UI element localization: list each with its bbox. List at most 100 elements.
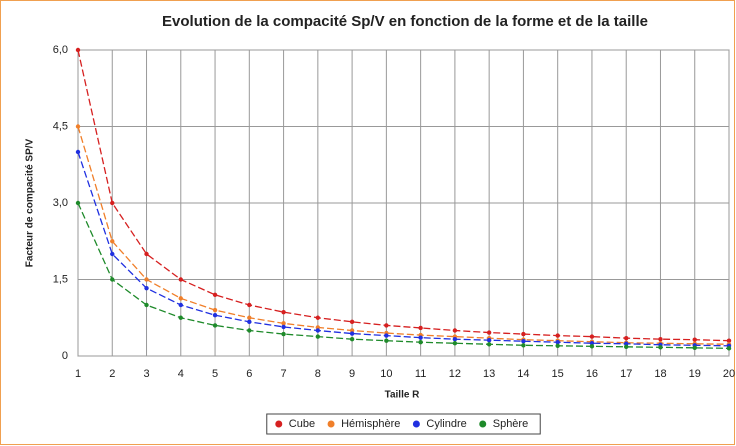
- data-point: [726, 346, 732, 351]
- data-point: [589, 341, 595, 346]
- series-line: [77, 126, 730, 345]
- data-point: [247, 328, 252, 333]
- legend-label: Sphère: [493, 418, 528, 430]
- data-point: [281, 309, 286, 315]
- data-point: [110, 277, 115, 282]
- x-tick-label: 19: [689, 368, 701, 380]
- data-point: [247, 315, 252, 320]
- data-point: [555, 343, 560, 348]
- data-point: [624, 335, 629, 341]
- series-line: [77, 151, 730, 347]
- data-point: [452, 336, 458, 342]
- data-point: [212, 323, 218, 328]
- data-point: [486, 330, 492, 335]
- x-tick-label: 7: [281, 368, 287, 380]
- data-point: [75, 149, 81, 155]
- data-point: [144, 251, 149, 257]
- data-point: [75, 124, 81, 129]
- data-point: [658, 336, 663, 342]
- x-tick-label: 3: [143, 368, 149, 380]
- series-line: [77, 202, 730, 349]
- data-point: [315, 315, 321, 320]
- data-point: [521, 343, 526, 348]
- data-point: [75, 200, 81, 206]
- data-point: [178, 302, 183, 308]
- data-point: [212, 307, 218, 313]
- series-line: [77, 49, 730, 342]
- data-point: [110, 239, 115, 244]
- data-point: [247, 319, 252, 325]
- data-point: [144, 285, 149, 291]
- data-point: [178, 296, 183, 301]
- y-axis-label: Facteur de compacité SP/V: [25, 138, 36, 267]
- x-tick-label: 20: [723, 368, 735, 380]
- data-point: [349, 328, 355, 333]
- data-point: [486, 337, 492, 343]
- data-point: [281, 321, 286, 326]
- data-point: [110, 251, 115, 257]
- legend-label: Cylindre: [426, 418, 466, 430]
- y-tick-label: 1,5: [53, 273, 68, 285]
- data-point: [110, 200, 115, 206]
- y-tick-label: 3,0: [53, 197, 68, 209]
- legend-label: Cube: [289, 418, 315, 430]
- data-point: [349, 319, 355, 325]
- data-point: [315, 325, 321, 330]
- legend: Cube Hémisphère Cylindre Sphère: [266, 413, 541, 435]
- data-point: [178, 277, 183, 282]
- data-point: [212, 292, 218, 297]
- legend-marker: [412, 420, 420, 428]
- chart-title: Evolution de la compacité Sp/V en foncti…: [162, 13, 648, 30]
- x-tick-label: 6: [246, 368, 252, 380]
- legend-label: Hémisphère: [341, 418, 400, 430]
- data-point: [452, 328, 458, 333]
- x-tick-label: 4: [178, 368, 184, 380]
- x-tick-label: 14: [517, 368, 529, 380]
- legend-marker: [275, 420, 283, 428]
- data-point: [144, 277, 149, 282]
- x-tick-label: 12: [449, 368, 461, 380]
- legend-marker: [479, 420, 487, 428]
- x-tick-label: 16: [586, 368, 598, 380]
- y-tick-label: 4,5: [53, 120, 68, 132]
- data-point: [384, 323, 389, 328]
- data-point: [692, 337, 697, 342]
- data-point: [589, 334, 595, 339]
- data-point: [75, 47, 81, 53]
- data-point: [349, 331, 355, 336]
- x-tick-label: 15: [552, 368, 564, 380]
- legend-marker: [327, 420, 335, 428]
- data-point: [555, 340, 560, 345]
- data-point: [589, 344, 595, 349]
- data-point: [418, 325, 423, 331]
- x-tick-label: 2: [109, 368, 115, 380]
- data-point: [384, 338, 389, 343]
- x-tick-label: 11: [415, 368, 426, 380]
- x-tick-label: 10: [380, 368, 392, 380]
- data-point: [349, 336, 355, 342]
- data-point: [624, 344, 629, 350]
- x-tick-label: 8: [315, 368, 321, 380]
- legend-box: [266, 413, 541, 435]
- x-tick-label: 5: [212, 368, 218, 380]
- data-point: [692, 345, 697, 351]
- x-tick-label: 18: [654, 368, 666, 380]
- data-point: [452, 341, 458, 346]
- data-point: [521, 339, 526, 344]
- x-tick-label: 13: [483, 368, 495, 380]
- x-tick-label: 17: [620, 368, 632, 380]
- data-point: [144, 302, 149, 308]
- data-point: [178, 315, 183, 320]
- data-point: [247, 302, 252, 308]
- data-point: [418, 335, 423, 340]
- y-tick-label: 6,0: [53, 44, 68, 56]
- data-point: [521, 331, 526, 337]
- y-tick-label: 0: [62, 350, 68, 362]
- x-tick-label: 9: [349, 368, 355, 380]
- data-point: [555, 333, 560, 338]
- data-point: [726, 338, 732, 343]
- data-point: [315, 328, 321, 333]
- x-tick-label: 1: [75, 368, 81, 380]
- data-point: [281, 324, 286, 330]
